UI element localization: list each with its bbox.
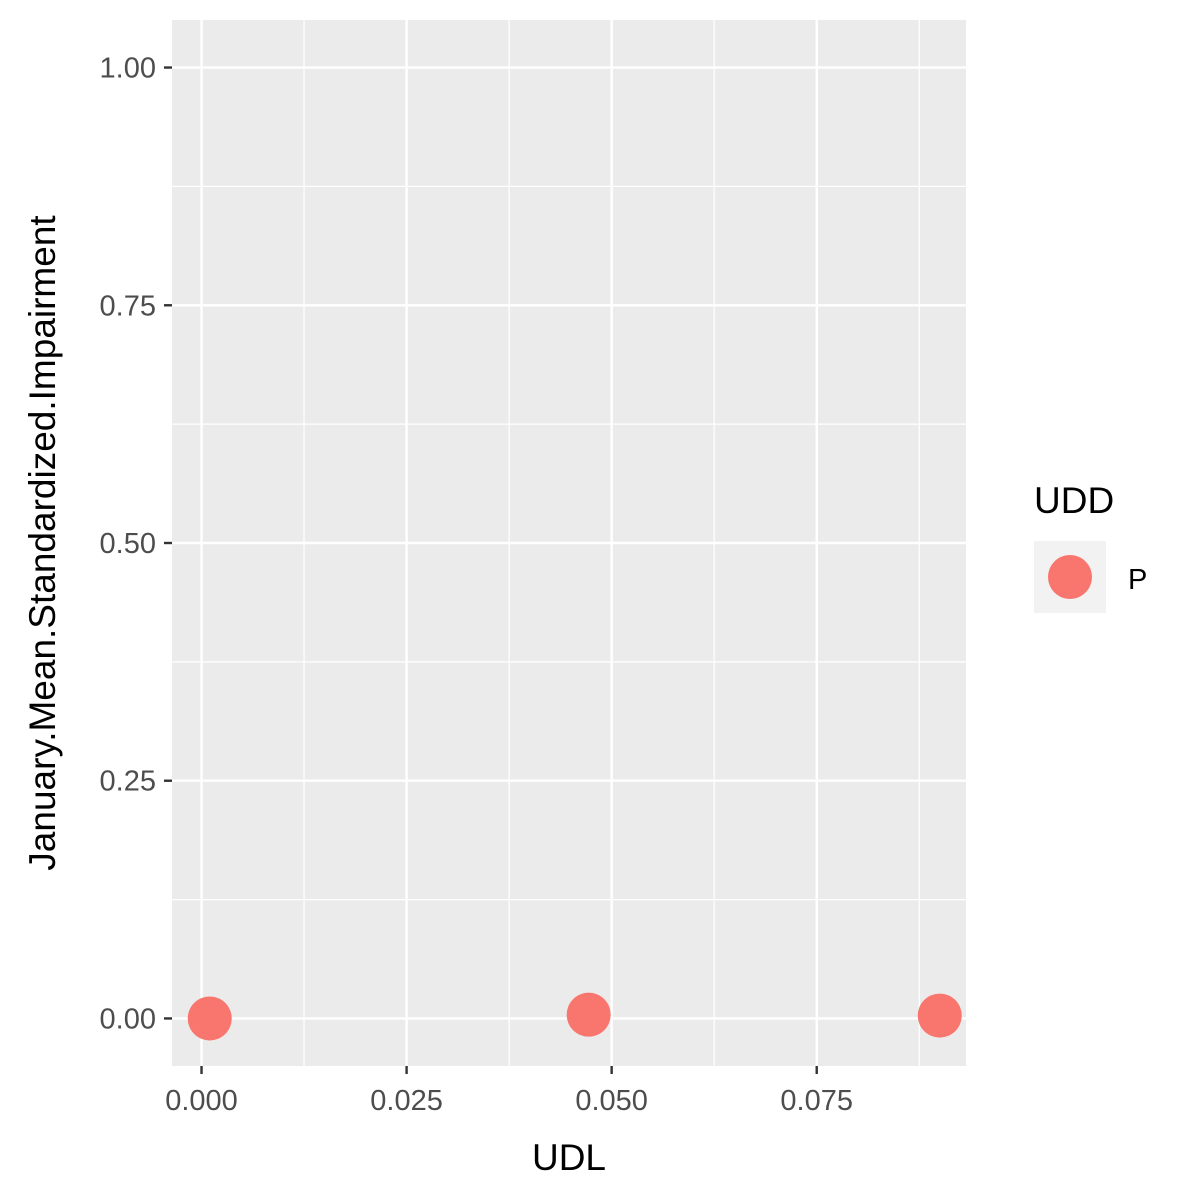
y-tick-label: 0.25: [100, 766, 156, 798]
data-point: [566, 992, 611, 1037]
legend-key-point: [1048, 555, 1092, 599]
data-point: [187, 996, 232, 1041]
y-tick-label: 0.75: [100, 290, 156, 322]
legend-title: UDD: [1034, 480, 1114, 521]
y-axis-title: January.Mean.Standardized.Impairment: [22, 215, 63, 871]
x-tick-label: 0.000: [165, 1085, 238, 1117]
x-tick-label: 0.025: [370, 1085, 443, 1117]
x-tick-label: 0.050: [575, 1085, 648, 1117]
legend-label-p: P: [1128, 564, 1147, 596]
x-tick-label: 0.075: [780, 1085, 853, 1117]
y-axis: 0.00 0.25 0.50 0.75 1.00: [100, 53, 172, 1035]
x-axis-title: UDL: [532, 1137, 606, 1178]
data-points: [187, 992, 962, 1041]
major-gridlines: [172, 20, 966, 1066]
y-tick-label: 0.00: [100, 1003, 156, 1035]
data-point: [917, 993, 962, 1038]
y-tick-label: 0.50: [100, 528, 156, 560]
legend: UDD P: [1034, 480, 1147, 613]
x-axis: 0.000 0.025 0.050 0.075: [165, 1066, 853, 1117]
y-tick-label: 1.00: [100, 53, 156, 85]
